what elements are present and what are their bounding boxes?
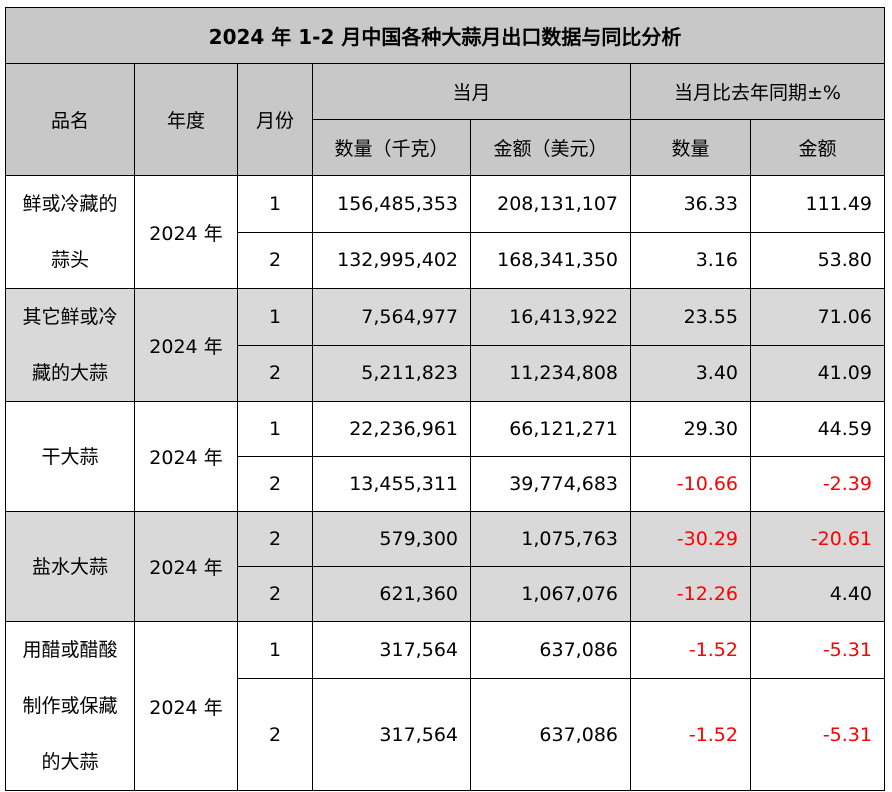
table-row: 鲜或冷藏的 蒜头 2024 年 1 156,485,353 208,131,107 36.3… (5, 175, 885, 289)
month-cell: 1 (237, 175, 313, 233)
product-name-line: 制作或保藏 (22, 695, 118, 717)
table-row: 2 132,995,402 168,341,350 3.16 53.80 (6, 231, 885, 289)
yoy-amt-cell: -5.31 (750, 678, 885, 791)
table-row: 2 5,211,823 11,234,808 3.40 41.09 (6, 344, 885, 402)
qty-cell: 13,455,311 (312, 456, 471, 512)
amt-cell: 66,121,271 (470, 401, 631, 457)
garlic-export-table: 2024 年 1-2 月中国各种大蒜月出口数据与同比分析 品名 年度 月份 当月… (5, 7, 885, 791)
year-cell: 2024 年 (134, 511, 238, 622)
product-name-line: 其它鲜或冷 (22, 306, 118, 328)
yoy-qty-cell: -10.66 (630, 456, 751, 512)
product-name: 干大蒜 (5, 401, 135, 512)
qty-cell: 7,564,977 (312, 288, 471, 346)
table-row: 2 317,564 637,086 -1.52 -5.31 (6, 678, 885, 791)
product-name: 盐水大蒜 (5, 511, 135, 622)
yoy-qty-cell: 3.16 (630, 231, 751, 289)
table-title: 2024 年 1-2 月中国各种大蒜月出口数据与同比分析 (5, 7, 885, 64)
amt-cell: 168,341,350 (470, 231, 631, 289)
month-cell: 2 (237, 511, 313, 567)
header-qty: 数量（千克） (312, 119, 471, 176)
amt-cell: 16,413,922 (470, 288, 631, 346)
product-name-line: 蒜头 (50, 249, 89, 271)
amt-cell: 637,086 (470, 620, 631, 680)
yoy-amt-cell: 4.40 (750, 566, 885, 622)
header-amt: 金额（美元） (470, 119, 631, 176)
yoy-amt-cell: 71.06 (750, 288, 885, 346)
month-cell: 1 (237, 401, 313, 457)
qty-cell: 5,211,823 (312, 344, 471, 402)
qty-cell: 156,485,353 (312, 175, 471, 233)
month-cell: 1 (237, 288, 313, 346)
yoy-qty-cell: -30.29 (630, 511, 751, 567)
amt-cell: 1,075,763 (470, 511, 631, 567)
month-cell: 2 (237, 344, 313, 402)
table-row: 用醋或醋酸 制作或保藏 的大蒜 2024 年 1 317,564 637,086 -1.52-… (5, 620, 885, 791)
yoy-amt-cell: 111.49 (750, 175, 885, 233)
yoy-qty-cell: 29.30 (630, 401, 751, 457)
yoy-amt-cell: 44.59 (750, 401, 885, 457)
amt-cell: 39,774,683 (470, 456, 631, 512)
header-year: 年度 (134, 63, 238, 176)
amt-cell: 11,234,808 (470, 344, 631, 402)
year-cell: 2024 年 (134, 175, 238, 289)
product-name-line: 盐水大蒜 (31, 555, 108, 578)
header-yoy: 当月比去年同期±% (630, 63, 885, 120)
table-row: 其它鲜或冷 藏的大蒜 2024 年 1 7,564,977 16,413,922 23.55… (5, 288, 885, 402)
product-name-line: 的大蒜 (41, 751, 99, 773)
month-cell: 2 (237, 231, 313, 289)
product-name: 鲜或冷藏的 蒜头 (5, 175, 135, 289)
header-yoy-amt: 金额 (750, 119, 885, 176)
amt-cell: 637,086 (470, 678, 631, 791)
header-name: 品名 (5, 63, 135, 176)
amt-cell: 1,067,076 (470, 566, 631, 622)
qty-cell: 22,236,961 (312, 401, 471, 457)
table-row: 干大蒜 2024 年 1 22,236,961 66,121,271 29.30 44.59 (5, 401, 885, 512)
yoy-amt-cell: -2.39 (750, 456, 885, 512)
qty-cell: 317,564 (312, 620, 471, 680)
year-cell: 2024 年 (134, 621, 238, 791)
month-cell: 2 (237, 678, 313, 791)
yoy-qty-cell: 23.55 (630, 288, 751, 346)
yoy-amt-cell: 41.09 (750, 344, 885, 402)
product-name-line: 藏的大蒜 (31, 362, 108, 384)
header-yoy-qty: 数量 (630, 119, 751, 176)
yoy-amt-cell: -20.61 (750, 511, 885, 567)
qty-cell: 579,300 (312, 511, 471, 567)
header-month: 月份 (237, 63, 313, 176)
product-name-line: 鲜或冷藏的 (22, 193, 118, 215)
qty-cell: 132,995,402 (312, 231, 471, 289)
yoy-amt-cell: -5.31 (750, 620, 885, 680)
yoy-amt-cell: 53.80 (750, 231, 885, 289)
qty-cell: 621,360 (312, 566, 471, 622)
yoy-qty-cell: 3.40 (630, 344, 751, 402)
product-name: 用醋或醋酸制作或保藏的大蒜 (5, 621, 135, 791)
qty-cell: 317,564 (312, 678, 471, 791)
yoy-qty-cell: 36.33 (630, 175, 751, 233)
product-name: 其它鲜或冷 藏的大蒜 (5, 288, 135, 402)
month-cell: 2 (237, 566, 313, 622)
yoy-qty-cell: -12.26 (630, 566, 751, 622)
product-name-line: 用醋或醋酸 (22, 639, 118, 661)
year-cell: 2024 年 (134, 288, 238, 402)
table-row: 盐水大蒜 2024 年 2 579,300 1,075,763 -30.29 -20.61 (5, 511, 885, 622)
month-cell: 2 (237, 456, 313, 512)
header-current: 当月 (312, 63, 631, 120)
table-row: 2 13,455,311 39,774,683 -10.66 -2.39 (6, 456, 885, 512)
yoy-qty-cell: -1.52 (630, 620, 751, 680)
amt-cell: 208,131,107 (470, 175, 631, 233)
product-name-line: 干大蒜 (41, 445, 99, 468)
table-row: 2 621,360 1,067,076 -12.26 4.40 (6, 566, 885, 622)
month-cell: 1 (237, 620, 313, 680)
year-cell: 2024 年 (134, 401, 238, 512)
yoy-qty-cell: -1.52 (630, 678, 751, 791)
